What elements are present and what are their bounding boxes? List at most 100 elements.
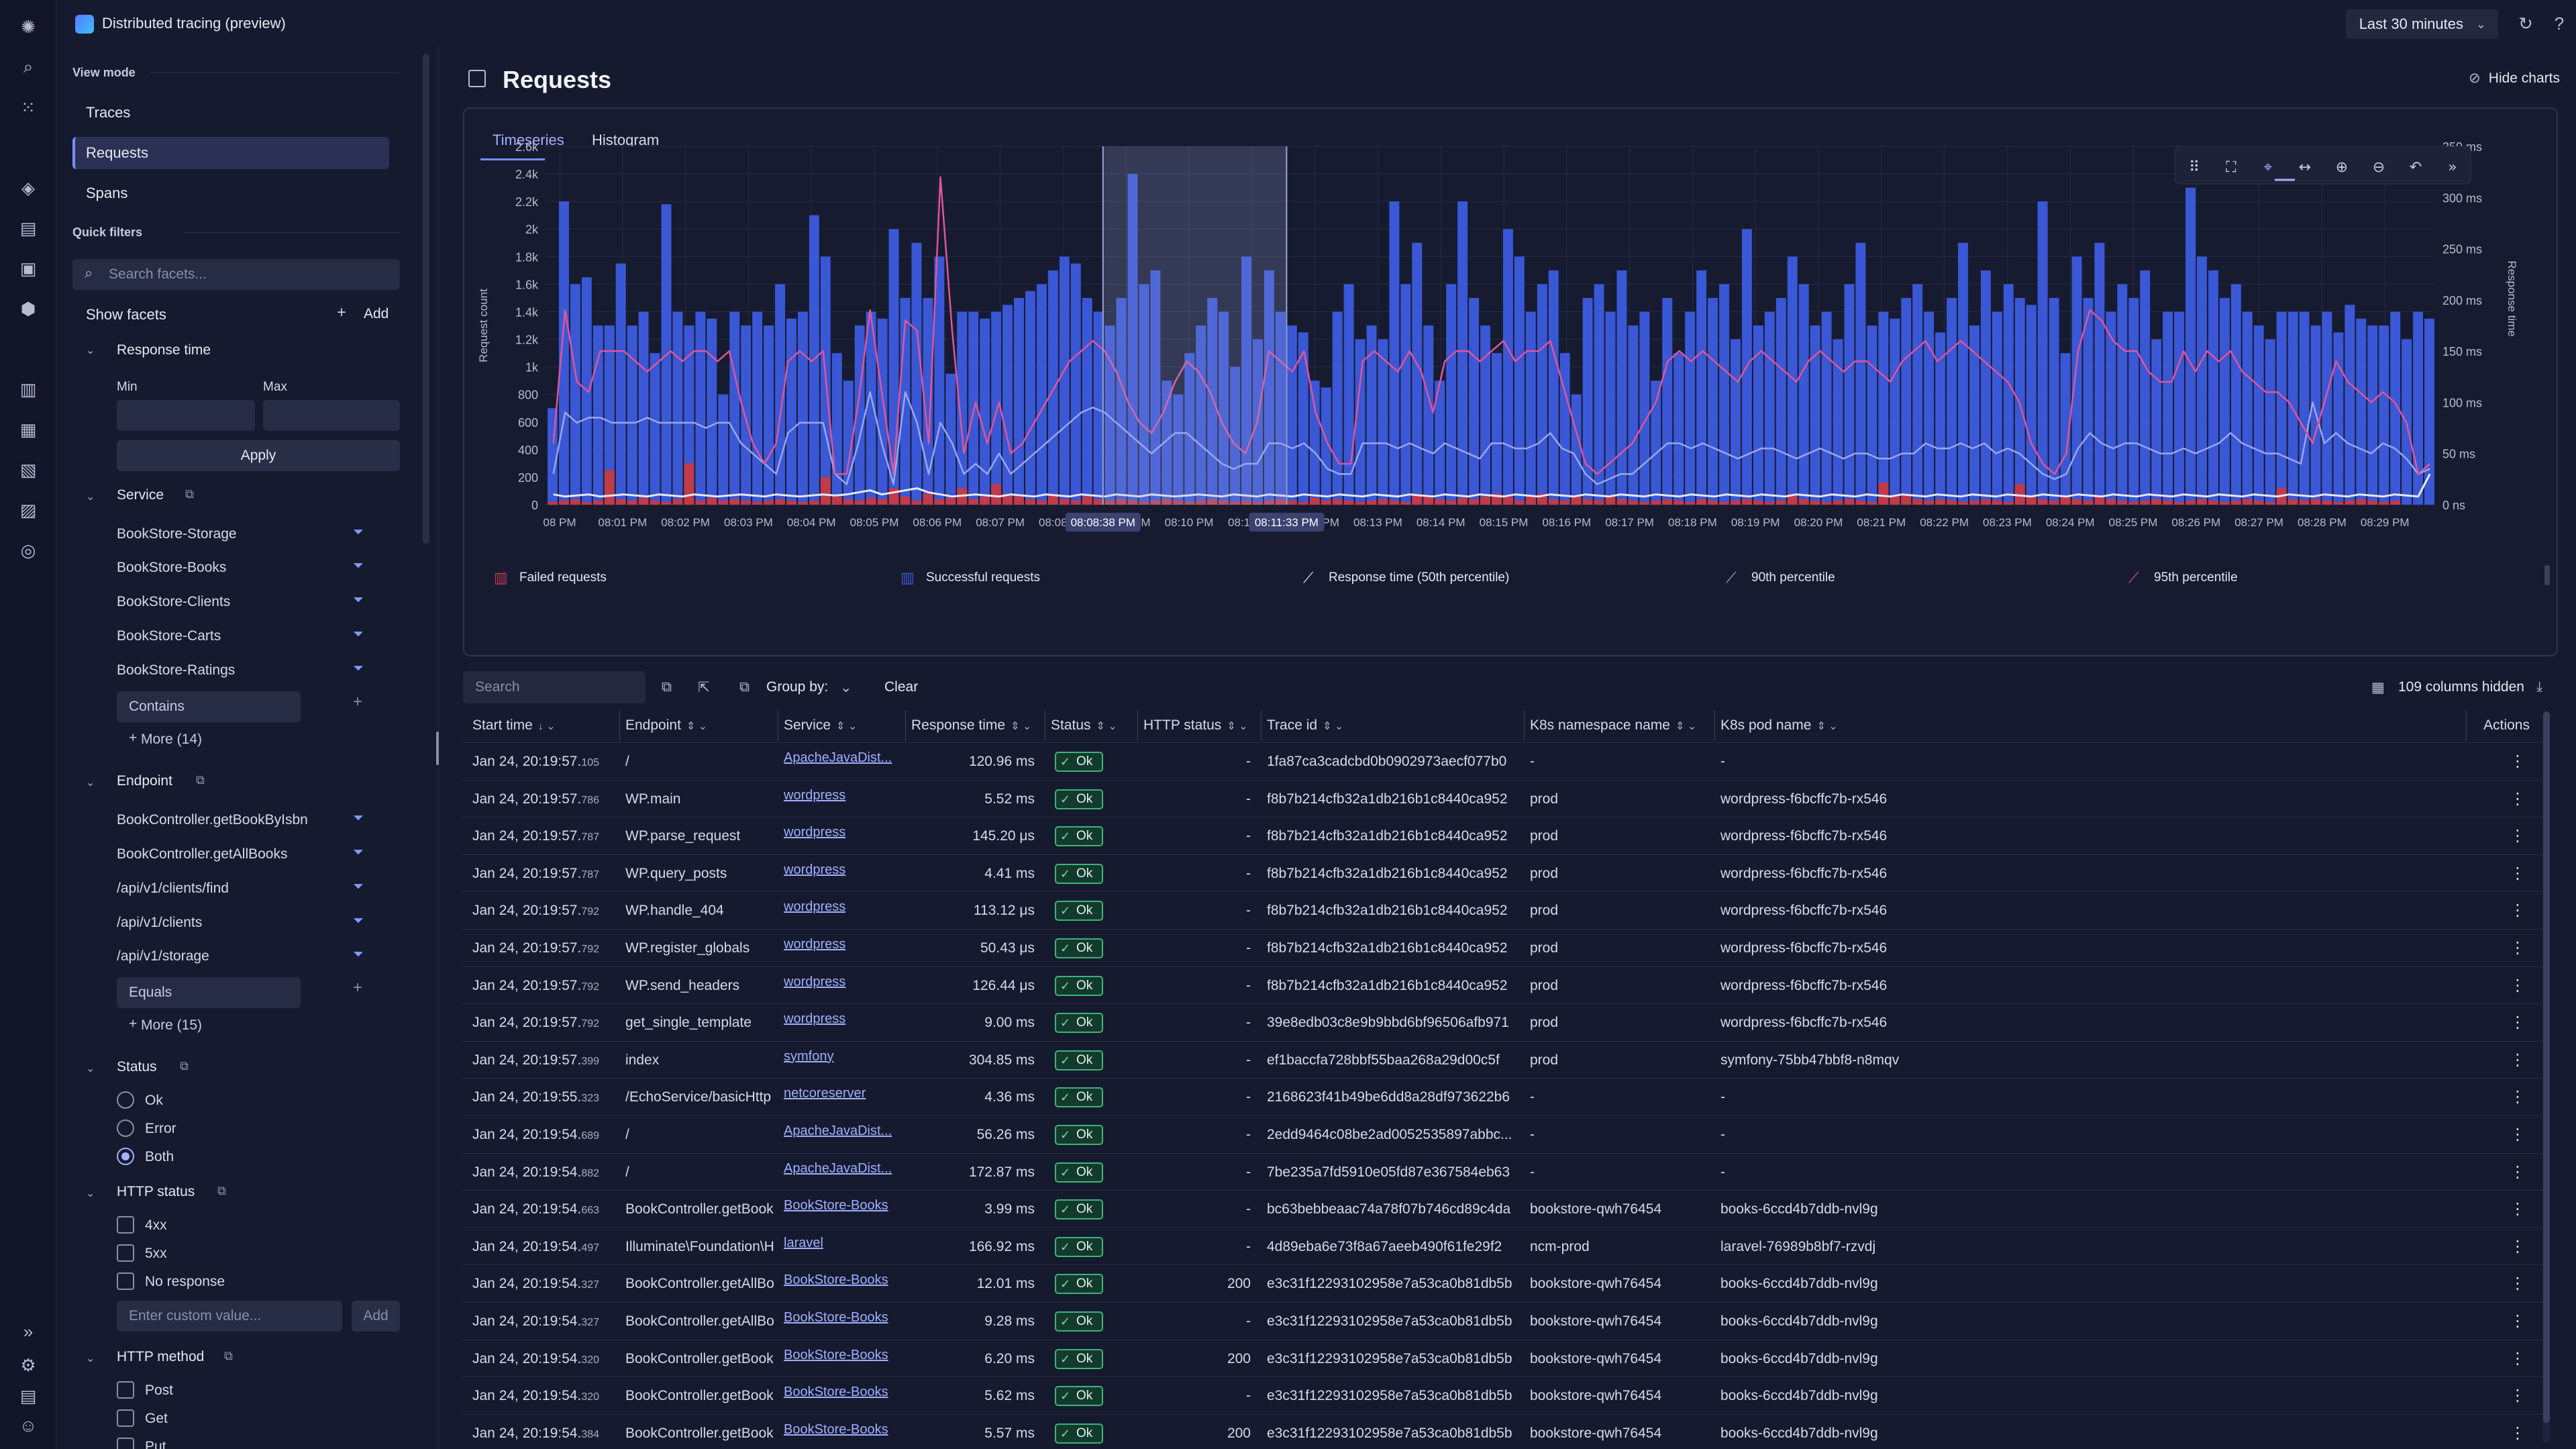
dynatrace-logo-icon[interactable]: ✺ [21, 16, 36, 37]
chevron-down-icon[interactable]: ⌄ [840, 680, 852, 695]
plus-icon[interactable]: + [353, 693, 363, 711]
service-link[interactable]: BookStore-Books [784, 1385, 888, 1400]
table-row[interactable]: Jan 24, 20:19:57.787 WP.query_posts wordpr… [463, 854, 2543, 892]
group-by-button[interactable]: Group by: [766, 679, 829, 695]
sort-icon[interactable]: ⇕ ⌄ [1816, 721, 1838, 732]
row-actions-icon[interactable]: ⋮ [2510, 1312, 2526, 1330]
download-icon[interactable]: ⤓ [2536, 679, 2543, 695]
service-operator-select[interactable]: Contains [117, 691, 301, 722]
row-actions-icon[interactable]: ⋮ [2510, 752, 2526, 770]
pan-icon[interactable]: ↔ [2299, 159, 2311, 176]
row-actions-icon[interactable]: ⋮ [2510, 1349, 2526, 1368]
table-row[interactable]: Jan 24, 20:19:54.689 / ApacheJavaDist... 56… [463, 1115, 2543, 1153]
user-icon[interactable]: ☺ [19, 1415, 38, 1436]
http-get-checkbox[interactable] [117, 1409, 134, 1427]
http-no-response-checkbox[interactable] [117, 1272, 134, 1290]
explore-icon[interactable]: ◎ [20, 540, 36, 560]
add-custom-status-button[interactable]: Add [352, 1301, 400, 1332]
copy-icon[interactable]: ⧉ [185, 487, 194, 501]
status-error-radio[interactable] [117, 1119, 134, 1137]
table-row[interactable]: Jan 24, 20:19:54.663 BookController.getBo… [463, 1190, 2543, 1228]
sort-icon[interactable]: ⇕ ⌄ [1096, 721, 1117, 732]
report-icon[interactable]: ▤ [19, 1385, 37, 1406]
http-put-checkbox[interactable] [117, 1438, 134, 1449]
filter-icon[interactable]: ⏷ [353, 593, 364, 607]
filter-icon[interactable]: ⏷ [353, 913, 364, 928]
sidebar-toggle-icon[interactable] [468, 70, 486, 87]
refresh-icon[interactable]: ↻ [2518, 13, 2533, 34]
tab-timeseries[interactable]: Timeseries [493, 132, 564, 148]
row-actions-icon[interactable]: ⋮ [2510, 1050, 2526, 1069]
chart-app-icon[interactable]: ▤ [19, 217, 37, 238]
expand-rail-icon[interactable]: » [23, 1321, 34, 1342]
chevron-down-icon[interactable]: ⌄ [86, 1063, 95, 1075]
table-row[interactable]: Jan 24, 20:19:55.323/EchoService/basicHt… [463, 1078, 2543, 1115]
facet-service-item[interactable]: BookStore-Books [117, 560, 227, 575]
copy-icon[interactable]: ⧉ [662, 679, 672, 695]
service-link[interactable]: wordpress [784, 787, 846, 803]
service-link[interactable]: ApacheJavaDist... [784, 1123, 892, 1138]
row-actions-icon[interactable]: ⋮ [2510, 901, 2526, 920]
row-actions-icon[interactable]: ⋮ [2510, 1126, 2526, 1144]
view-mode-spans[interactable]: Spans [86, 185, 128, 201]
column-header[interactable]: Service ⇕ ⌄ [778, 710, 906, 741]
facet-endpoint-item[interactable]: /api/v1/storage [117, 948, 209, 964]
zoom-select-icon[interactable]: ⌖ [2264, 159, 2272, 176]
table-row[interactable]: Jan 24, 20:19:54.882 / ApacheJavaDist... 17… [463, 1152, 2543, 1191]
filter-icon[interactable]: ⏷ [353, 558, 364, 573]
custom-http-status-input[interactable]: Enter custom value... [117, 1301, 342, 1332]
column-header[interactable]: Actions [2467, 710, 2540, 741]
chevron-down-icon[interactable]: ⌄ [86, 345, 95, 356]
table-row[interactable]: Jan 24, 20:19:57.792 WP.register_globals w… [463, 929, 2543, 966]
sidebar-resize-handle[interactable] [436, 732, 439, 765]
columns-hidden-button[interactable]: 109 columns hidden [2398, 679, 2524, 695]
legend-p90[interactable]: 90th percentile [1751, 570, 1835, 585]
plus-icon[interactable]: + [337, 303, 347, 321]
timeseries-chart[interactable]: 0 200 400 600 800 1k 1.2k 1.4k 1.6k 1.8k 2k 2.2k 2.4… [464, 109, 2559, 658]
table-row[interactable]: Jan 24, 20:19:54.497 Illuminate\Foundatio… [463, 1227, 2543, 1265]
max-response-input[interactable] [263, 400, 400, 431]
service-link[interactable]: wordpress [784, 862, 846, 877]
filter-icon[interactable]: ⏷ [353, 947, 364, 962]
row-actions-icon[interactable]: ⋮ [2510, 789, 2526, 808]
http-5xx-checkbox[interactable] [117, 1244, 134, 1262]
facet-endpoint-item[interactable]: BookController.getAllBooks [117, 846, 288, 862]
row-actions-icon[interactable]: ⋮ [2510, 1237, 2526, 1256]
sidebar-scrollbar[interactable] [423, 54, 429, 544]
table-row[interactable]: Jan 24, 20:19:57.786 WP.main wordpress 5.52… [463, 779, 2543, 817]
service-link[interactable]: BookStore-Books [784, 1347, 888, 1362]
column-header[interactable]: K8s pod name ⇕ ⌄ [1715, 710, 2467, 741]
service-link[interactable]: wordpress [784, 974, 846, 989]
copy-icon[interactable]: ⧉ [217, 1184, 226, 1197]
table-row[interactable]: Jan 24, 20:19:57.792 get_single_template w… [463, 1003, 2543, 1041]
facet-service-item[interactable]: BookStore-Carts [117, 628, 221, 644]
legend-failed-requests[interactable]: Failed requests [519, 570, 607, 585]
service-link[interactable]: wordpress [784, 937, 846, 952]
copy-icon[interactable]: ⧉ [196, 773, 205, 787]
column-header[interactable]: Status ⇕ ⌄ [1045, 710, 1138, 741]
facet-search-input[interactable]: Search facets... [72, 259, 400, 290]
service-link[interactable]: symfony [784, 1048, 834, 1064]
drag-handle-icon[interactable]: ⠿ [2189, 159, 2200, 176]
service-more-link[interactable]: More (14) [141, 732, 203, 747]
storage-icon[interactable]: ▧ [19, 459, 37, 480]
timeframe-selector[interactable]: Last 30 minutes ⌄ [2345, 9, 2498, 39]
row-actions-icon[interactable]: ⋮ [2510, 976, 2526, 995]
service-link[interactable]: ApacheJavaDist... [784, 750, 892, 765]
filter-icon[interactable]: ⏷ [353, 525, 364, 540]
row-actions-icon[interactable]: ⋮ [2510, 1013, 2526, 1032]
filter-icon[interactable]: ⏷ [353, 879, 364, 894]
clear-button[interactable]: Clear [884, 679, 919, 695]
table-row[interactable]: Jan 24, 20:19:57.792 WP.handle_404 wordpre… [463, 891, 2543, 929]
column-header[interactable]: Trace id ⇕ ⌄ [1261, 710, 1525, 741]
column-header[interactable]: K8s namespace name ⇕ ⌄ [1525, 710, 1715, 741]
help-icon[interactable]: ? [2554, 13, 2565, 34]
cube-icon[interactable]: ◈ [21, 177, 35, 198]
row-actions-icon[interactable]: ⋮ [2510, 1387, 2526, 1405]
column-header[interactable]: Endpoint ⇕ ⌄ [620, 710, 778, 741]
legend-p50[interactable]: Response time (50th percentile) [1329, 570, 1509, 585]
apps-grid-icon[interactable]: ⁙ [21, 97, 36, 117]
facet-endpoint-item[interactable]: /api/v1/clients/find [117, 881, 229, 896]
plus-icon[interactable]: + [353, 979, 363, 997]
filter-icon[interactable]: ⏷ [353, 811, 364, 826]
